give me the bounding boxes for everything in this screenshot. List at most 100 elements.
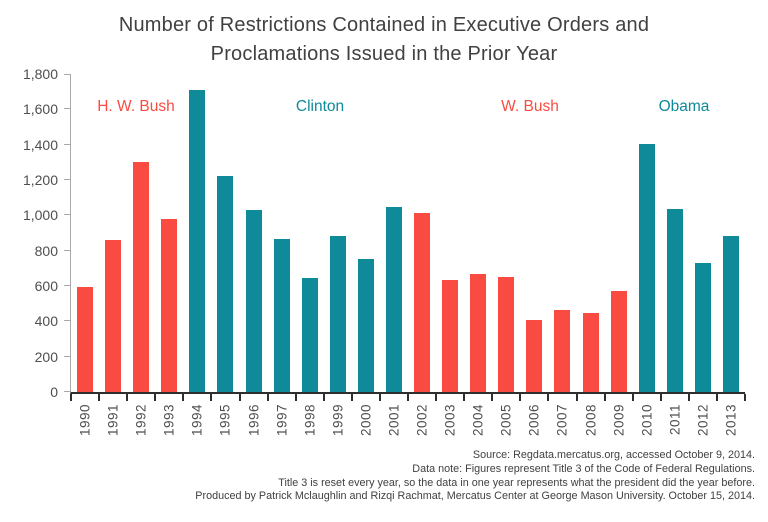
bar-2004	[470, 273, 487, 392]
y-axis-tick-label: 800	[34, 242, 58, 259]
x-axis-label-2000: 2000	[358, 404, 374, 437]
x-axis-label-2005: 2005	[498, 404, 514, 437]
y-axis-tick-label: 400	[34, 313, 58, 330]
x-axis-tick	[631, 394, 634, 401]
title3-note-line: Title 3 is reset every year, so the data…	[278, 476, 755, 489]
x-axis-label-1995: 1995	[217, 404, 233, 437]
x-axis-tick	[210, 394, 213, 401]
x-axis-tick	[182, 394, 185, 401]
x-axis-label-1990: 1990	[77, 404, 93, 437]
bar-1991	[105, 240, 122, 392]
bar-2010	[638, 143, 655, 392]
x-axis-tick	[547, 394, 550, 401]
president-label-clinton: Clinton	[295, 98, 345, 115]
x-axis-tick	[744, 394, 746, 401]
plot-area: 0 200 400 600 800 1,000 1,200 1,400 1,600 1,800 19…	[23, 66, 746, 436]
bar-2007	[554, 309, 571, 392]
credit-line: Produced by Patrick Mclaughlin and Rizqi…	[195, 490, 755, 503]
y-axis-tick	[64, 355, 71, 357]
y-axis-tick	[64, 143, 71, 145]
bar-1997	[273, 239, 290, 392]
bar-1992	[133, 162, 150, 392]
x-axis-label-1991: 1991	[105, 404, 121, 437]
bar-1990	[77, 286, 94, 392]
bar-1999	[329, 235, 346, 392]
data-note-line: Data note: Figures represent Title 3 of …	[412, 462, 755, 475]
x-axis-tick	[126, 394, 129, 401]
bar-2012	[694, 263, 711, 392]
x-axis-label-2012: 2012	[695, 404, 711, 437]
chart-title: Number of Restrictions Contained in Exec…	[0, 11, 768, 69]
x-axis-label-2010: 2010	[639, 404, 655, 437]
x-axis-tick	[266, 394, 269, 401]
bar-2013	[722, 235, 739, 392]
y-axis-tick-label: 200	[34, 348, 58, 365]
chart-title-line-2: Proclamations Issued in the Prior Year	[210, 43, 558, 65]
bar-2002	[414, 212, 431, 392]
x-axis-tick	[519, 394, 522, 401]
president-label-w-bush: W. Bush	[501, 98, 559, 115]
bar-2009	[610, 291, 627, 392]
x-axis-tick	[715, 394, 718, 401]
president-label-obama: Obama	[658, 98, 710, 115]
x-axis-tick	[463, 394, 466, 401]
y-axis-tick-label: 0	[50, 384, 58, 400]
x-axis-label-2003: 2003	[442, 404, 458, 437]
y-axis-tick	[64, 320, 71, 322]
chart-title-line-1: Number of Restrictions Contained in Exec…	[118, 14, 650, 36]
bar-1998	[301, 278, 318, 392]
x-axis-tick	[378, 394, 381, 401]
bar-2005	[498, 277, 515, 392]
x-axis-label-2001: 2001	[386, 404, 402, 437]
x-axis-label-1993: 1993	[161, 404, 177, 437]
x-axis-tick	[603, 394, 606, 401]
x-axis-label-1996: 1996	[246, 404, 262, 437]
y-axis-tick	[64, 108, 71, 110]
source-note: Source: Regdata.mercatus.org, accessed O…	[195, 449, 755, 504]
x-axis-label-2008: 2008	[583, 404, 599, 437]
y-axis-tick-label: 1,400	[22, 136, 58, 153]
x-axis-tick	[238, 394, 241, 401]
y-axis-tick	[64, 249, 71, 251]
x-axis-tick	[294, 394, 297, 401]
bar-2001	[385, 207, 402, 392]
bar-2003	[442, 279, 459, 392]
bar-1994	[189, 89, 206, 392]
bar-2011	[666, 209, 683, 392]
x-axis-tick	[350, 394, 353, 401]
x-axis-tick	[659, 394, 662, 401]
x-axis-label-2006: 2006	[526, 404, 542, 437]
source-line: Source: Regdata.mercatus.org, accessed O…	[472, 449, 755, 461]
x-axis-tick	[491, 394, 494, 401]
x-axis-tick	[70, 394, 72, 401]
x-axis-tick	[98, 394, 101, 401]
x-axis-label-2011: 2011	[667, 404, 683, 436]
y-axis-tick	[64, 179, 71, 180]
bar-1993	[161, 218, 178, 392]
y-axis-tick-label: 1,600	[22, 101, 58, 118]
x-axis-tick	[407, 394, 409, 401]
x-axis-label-2004: 2004	[470, 404, 486, 437]
x-axis-tick	[575, 394, 578, 401]
y-axis-tick	[64, 74, 71, 75]
president-label-h-w-bush: H. W. Bush	[97, 98, 175, 115]
bar-1996	[245, 210, 262, 392]
y-axis-tick	[64, 285, 71, 286]
x-axis-label-2009: 2009	[611, 404, 627, 437]
x-axis-label-2002: 2002	[414, 404, 430, 437]
x-axis-tick	[687, 394, 690, 401]
x-axis-label-1992: 1992	[133, 404, 149, 437]
bar-2006	[526, 319, 543, 392]
x-axis-tick	[154, 394, 157, 401]
x-axis-label-1997: 1997	[274, 404, 290, 437]
y-axis-tick-label: 600	[34, 278, 58, 294]
x-axis-tick	[435, 394, 438, 401]
x-axis-tick	[322, 394, 325, 401]
bar-2008	[582, 313, 599, 392]
bar-2000	[357, 258, 374, 392]
y-axis-tick-label: 1,800	[22, 66, 58, 82]
y-axis-tick	[64, 214, 71, 216]
y-axis-tick	[64, 391, 71, 392]
x-axis-label-1999: 1999	[330, 404, 346, 437]
